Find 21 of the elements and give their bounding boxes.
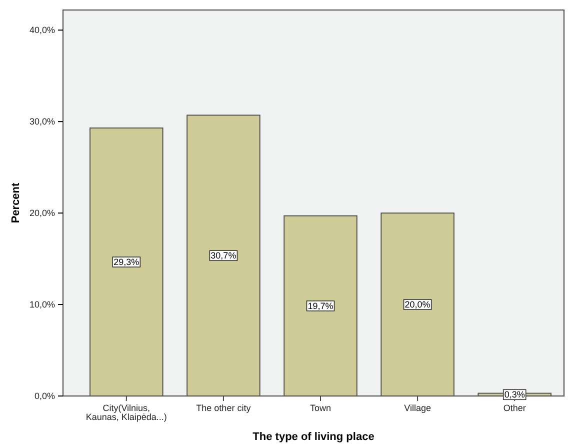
x-axis-title: The type of living place	[252, 431, 374, 443]
bar	[186, 114, 260, 396]
data-label: 19,7%	[308, 300, 334, 311]
y-tick-label: 40,0%	[29, 25, 55, 36]
bar	[284, 215, 358, 396]
y-tick-label: 20,0%	[29, 208, 55, 218]
y-tick-label: 10,0%	[29, 299, 55, 310]
x-tick-label: Village	[404, 403, 431, 413]
data-label: 20,0%	[404, 300, 430, 310]
x-tick-label: City(Vilnius, Kaunas, Klaipėda...)	[86, 403, 167, 422]
x-tick-label: Town	[310, 403, 332, 413]
y-tick-label: 0,0%	[34, 390, 55, 401]
data-label: 30,7%	[210, 250, 236, 261]
x-tick-label: The other city	[196, 403, 252, 413]
bar	[90, 127, 164, 396]
x-tick-label: Other	[503, 403, 526, 413]
y-tick-label: 30,0%	[29, 116, 55, 126]
data-label: 29,3%	[114, 257, 140, 267]
y-axis-title: Percent	[10, 182, 22, 224]
bar	[380, 212, 454, 396]
data-label: 0,3%	[504, 390, 525, 400]
